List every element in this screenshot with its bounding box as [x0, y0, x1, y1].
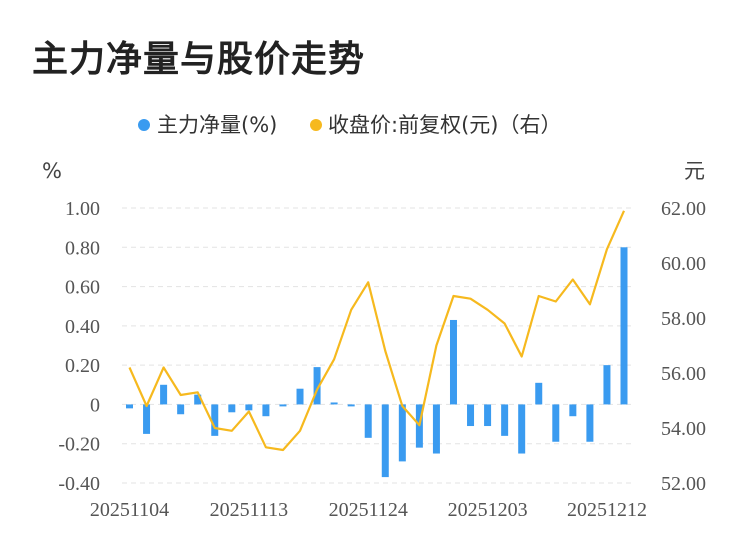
bar — [296, 388, 304, 405]
x-axis-tick-label: 20251104 — [90, 499, 169, 521]
bar — [194, 394, 202, 405]
x-axis-ticks: 20251104 20251113 20251124 20251203 20251212 — [90, 499, 647, 521]
right-axis-tick-label: 56.00 — [661, 363, 706, 385]
chart-legend: 主力净量(%) 收盘价:前复权(元)（右） — [138, 113, 561, 137]
bar — [467, 404, 475, 427]
bar — [245, 404, 253, 411]
left-axis-unit: % — [42, 159, 62, 183]
left-axis-tick-label: 0.20 — [65, 355, 100, 377]
left-axis-tick-label: -0.20 — [58, 434, 100, 456]
bar — [364, 404, 372, 438]
bar — [126, 404, 133, 409]
bar — [381, 404, 389, 478]
right-axis-tick-label: 52.00 — [661, 473, 706, 495]
bar — [177, 404, 185, 415]
left-axis-tick-label: 0.40 — [65, 316, 100, 338]
bar — [569, 404, 577, 417]
bar — [586, 404, 594, 442]
legend-label-net-volume: 主力净量(%) — [157, 113, 277, 137]
bar — [313, 367, 321, 405]
right-axis-ticks: 62.00 60.00 58.00 56.00 54.00 52.00 — [661, 198, 706, 495]
right-axis-tick-label: 54.00 — [661, 418, 706, 440]
left-axis-tick-label: 0 — [90, 394, 100, 416]
bar — [620, 247, 628, 405]
bar — [518, 404, 526, 454]
left-axis-tick-label: -0.40 — [58, 473, 100, 495]
bar — [501, 404, 509, 436]
bar — [449, 319, 457, 405]
bar — [279, 404, 287, 407]
legend-marker-close-price — [310, 119, 322, 131]
bar — [211, 404, 219, 436]
bar — [535, 382, 543, 405]
bar — [228, 404, 236, 413]
bar — [398, 404, 406, 462]
right-axis-tick-label: 62.00 — [661, 198, 706, 220]
bar — [330, 402, 338, 405]
right-axis-unit: 元 — [684, 159, 705, 183]
bar — [143, 404, 151, 434]
price-line — [128, 210, 626, 452]
left-axis-tick-label: 0.60 — [65, 277, 100, 299]
legend-marker-net-volume — [138, 119, 150, 131]
bar — [552, 404, 560, 442]
right-axis-tick-label: 60.00 — [661, 253, 706, 275]
bar — [347, 404, 355, 407]
x-axis-tick-label: 20251113 — [210, 499, 289, 521]
bar — [432, 404, 440, 454]
bar — [484, 404, 492, 427]
bar — [262, 404, 270, 417]
x-axis-tick-label: 20251203 — [448, 499, 528, 521]
x-axis-tick-label: 20251212 — [567, 499, 647, 521]
line-series — [128, 210, 626, 452]
left-axis-tick-label: 1.00 — [65, 198, 100, 220]
legend-label-close-price: 收盘价:前复权(元)（右） — [328, 113, 561, 137]
bar — [603, 365, 611, 405]
page-title: 主力净量与股价走势 — [32, 39, 366, 80]
x-axis-tick-label: 20251124 — [329, 499, 408, 521]
left-axis-ticks: 1.00 0.80 0.60 0.40 0.20 0 -0.20 -0.40 — [58, 198, 100, 495]
right-axis-tick-label: 58.00 — [661, 308, 706, 330]
bar-series — [126, 247, 628, 478]
grid — [122, 207, 632, 484]
bar — [160, 384, 168, 405]
left-axis-tick-label: 0.80 — [65, 237, 100, 259]
